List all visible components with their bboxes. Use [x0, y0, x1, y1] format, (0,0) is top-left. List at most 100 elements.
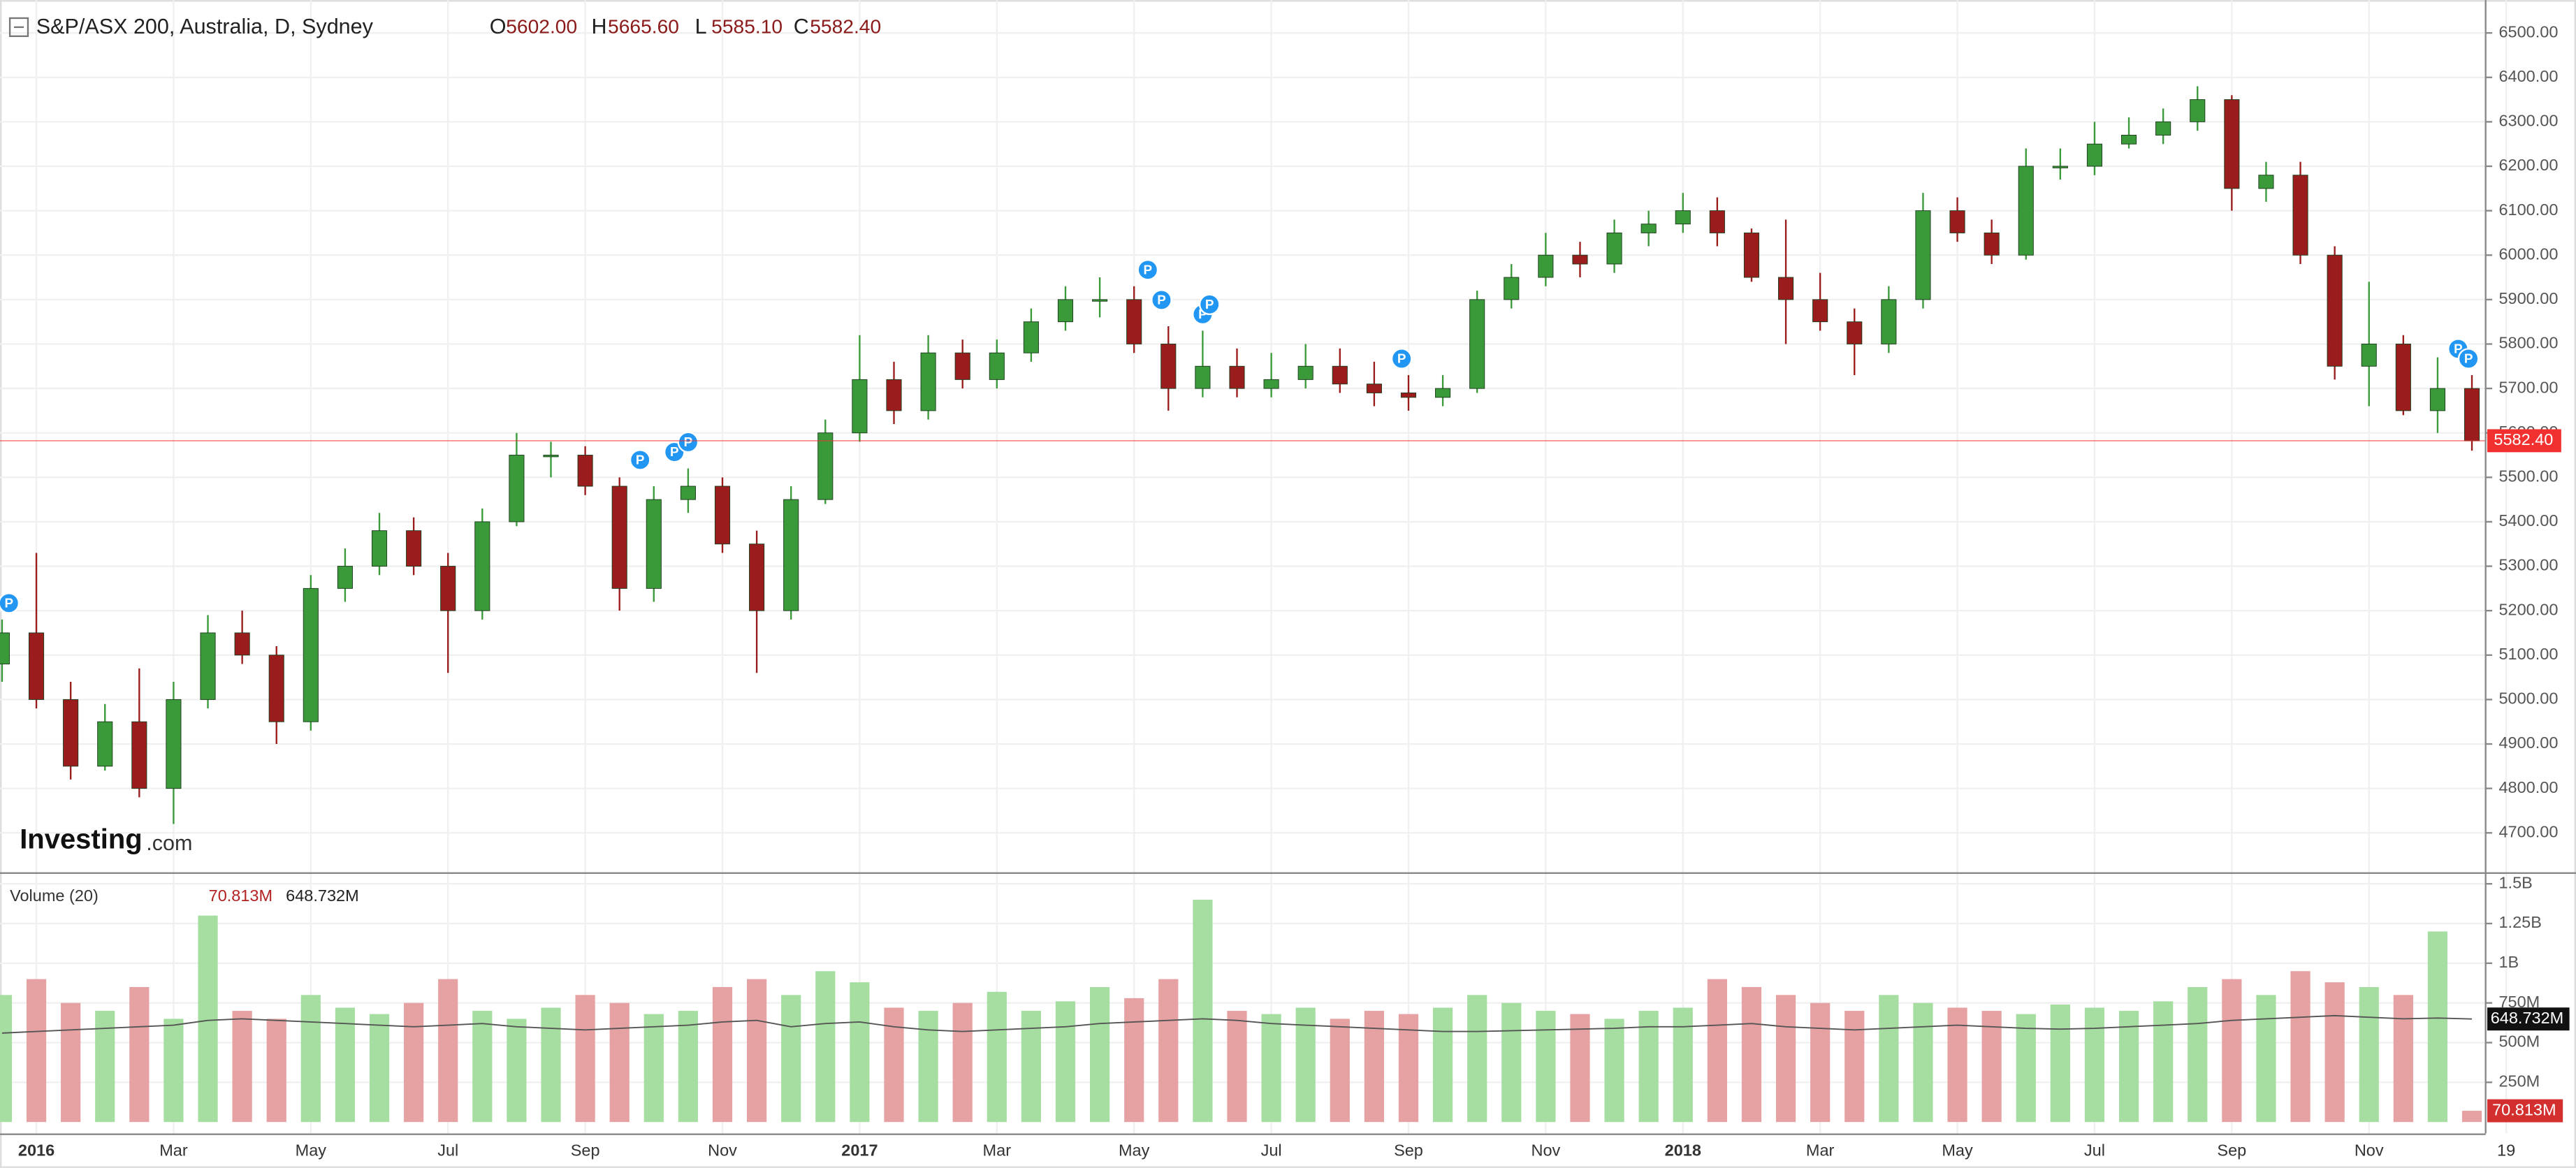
volume-bar	[2324, 982, 2345, 1123]
event-label: P	[1205, 297, 1214, 312]
x-tick-label: 2016	[18, 1141, 54, 1160]
candle-body	[97, 721, 113, 767]
volume-bar	[2118, 1011, 2139, 1123]
volume-bar	[2153, 1001, 2174, 1123]
volume-title: Volume (20)	[10, 886, 99, 905]
y-tick-label: 5700.00	[2498, 378, 2558, 396]
volume-bar	[2393, 995, 2413, 1123]
event-label: P	[670, 444, 679, 459]
candle-body	[749, 543, 765, 611]
x-tick-label: Nov	[708, 1141, 737, 1160]
x-tick-label: Nov	[2355, 1141, 2384, 1160]
volume-bar	[1330, 1019, 1350, 1123]
y-tick-label: 6500.00	[2498, 22, 2558, 41]
volume-bar	[643, 1014, 664, 1123]
candle-body	[1160, 343, 1177, 389]
volume-bar	[1124, 998, 1144, 1123]
volume-value: 70.813M	[209, 886, 272, 905]
volume-ma-line	[1, 1014, 2473, 1034]
volume-bar	[369, 1014, 390, 1123]
candle-body	[954, 352, 970, 380]
volume-ma-value: 648.732M	[286, 886, 359, 905]
y-tick-label: 4800.00	[2498, 778, 2558, 796]
candle-body	[577, 455, 593, 487]
candle-body	[509, 455, 525, 523]
candle-body	[2120, 134, 2137, 145]
candle-body	[166, 699, 182, 789]
candle-body	[1949, 210, 1965, 233]
volume-bar	[1810, 1002, 1831, 1123]
volume-bar	[1295, 1007, 1316, 1123]
candle-body	[1743, 232, 1760, 278]
volume-bar	[404, 1002, 424, 1123]
ohlc-key: L	[695, 15, 707, 38]
ma-tag-label: 648.732M	[2491, 1009, 2564, 1027]
candle-body	[1640, 224, 1657, 233]
y-tick-label: 5200.00	[2498, 600, 2558, 618]
volume-bar	[1158, 979, 1179, 1123]
volume-bar	[1981, 1011, 2002, 1123]
candle-body	[303, 587, 319, 722]
event-marker	[677, 431, 699, 453]
volume-bar	[1364, 1011, 1384, 1123]
x-tick-label: Jul	[2084, 1141, 2105, 1160]
volume-bar	[507, 1019, 527, 1123]
volume-bar	[2050, 1004, 2070, 1123]
watermark-brand: Investing	[20, 824, 142, 855]
candle-body	[1263, 379, 1279, 389]
candle-body	[2155, 121, 2171, 136]
candle-body	[268, 655, 284, 722]
event-label: P	[4, 596, 13, 611]
candle-body	[1606, 232, 1622, 265]
volume-bar	[2222, 979, 2242, 1123]
y-tick-label: 5800.00	[2498, 334, 2558, 352]
volume-bar	[678, 1011, 699, 1123]
candle-body	[1778, 277, 1794, 300]
candle-body	[28, 632, 45, 700]
volume-bar	[300, 995, 321, 1123]
event-marker	[0, 592, 20, 614]
volume-bar	[884, 1007, 904, 1123]
candle-body	[714, 486, 731, 545]
candle-body	[63, 699, 79, 767]
volume-bar	[2084, 1007, 2105, 1123]
x-tick-label: Sep	[1394, 1141, 1423, 1160]
y-tick-label: 5500.00	[2498, 467, 2558, 486]
candle-body	[1297, 365, 1314, 380]
ohlc-value: 5585.10	[711, 15, 783, 38]
candle-body	[1812, 299, 1828, 323]
volume-bar	[472, 1011, 493, 1123]
x-tick-label: Mar	[159, 1141, 188, 1160]
volume-tag-label: 70.813M	[2492, 1100, 2556, 1118]
candle-body	[1538, 254, 1554, 278]
volume-bar	[1193, 899, 1213, 1123]
volume-bar	[918, 1011, 938, 1123]
collapse-icon[interactable]	[8, 17, 29, 37]
candle-body	[1195, 365, 1211, 389]
event-marker	[2457, 348, 2480, 370]
event-label: P	[1144, 262, 1153, 277]
candle-body	[1400, 392, 1417, 398]
candle-body	[2018, 166, 2034, 256]
volume-bar	[850, 982, 870, 1123]
x-tick-label: Mar	[1806, 1141, 1835, 1160]
candle-body	[371, 530, 388, 567]
candle-body	[1572, 254, 1588, 265]
volume-bar	[609, 1002, 630, 1123]
volume-bar	[747, 979, 767, 1123]
candle-body	[1847, 321, 1863, 344]
candle-body	[2258, 175, 2274, 189]
candle-body	[234, 632, 250, 656]
volume-bar	[129, 986, 150, 1123]
volume-bar	[815, 971, 836, 1123]
y-tick-label: 5900.00	[2498, 289, 2558, 307]
candle-body	[2395, 343, 2411, 411]
x-tick-label: Nov	[1531, 1141, 1560, 1160]
x-tick-label: 19	[2497, 1141, 2515, 1160]
volume-bar	[1432, 1007, 1453, 1123]
candle-body	[1092, 299, 1108, 302]
volume-bar	[1536, 1011, 1556, 1123]
candle-body	[1504, 277, 1520, 300]
candle-body	[920, 352, 936, 411]
